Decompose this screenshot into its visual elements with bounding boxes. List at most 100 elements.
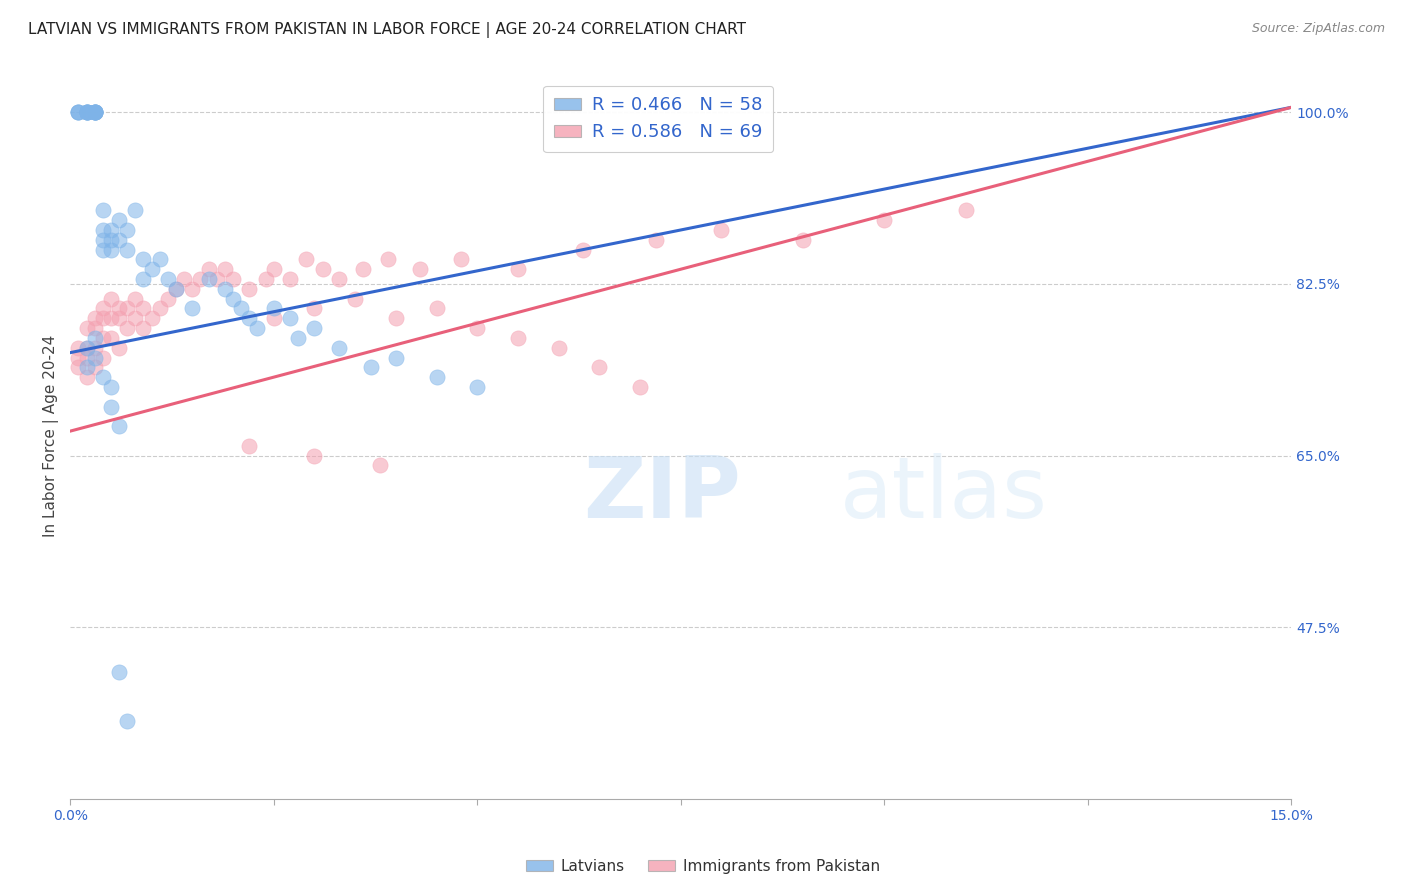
Point: [108, 301, 131, 316]
Point: [91, 223, 114, 237]
Point: [115, 301, 138, 316]
Point: [328, 272, 350, 286]
Point: [792, 233, 814, 247]
Point: [360, 360, 382, 375]
Point: [67, 105, 90, 120]
Point: [115, 714, 138, 728]
Text: Source: ZipAtlas.com: Source: ZipAtlas.com: [1251, 22, 1385, 36]
Point: [368, 458, 391, 473]
Point: [100, 400, 122, 414]
Point: [311, 262, 333, 277]
Legend: Latvians, Immigrants from Pakistan: Latvians, Immigrants from Pakistan: [520, 853, 886, 880]
Y-axis label: In Labor Force | Age 20-24: In Labor Force | Age 20-24: [44, 334, 59, 537]
Point: [124, 311, 146, 326]
Point: [385, 351, 408, 365]
Point: [425, 301, 447, 316]
Point: [67, 105, 90, 120]
Point: [450, 252, 472, 267]
Point: [132, 321, 155, 335]
Point: [149, 301, 172, 316]
Point: [628, 380, 651, 394]
Point: [181, 282, 204, 296]
Point: [91, 243, 114, 257]
Point: [156, 292, 179, 306]
Point: [115, 321, 138, 335]
Point: [197, 272, 219, 286]
Point: [76, 370, 98, 384]
Point: [108, 665, 131, 679]
Point: [100, 233, 122, 247]
Point: [214, 262, 236, 277]
Point: [83, 105, 105, 120]
Point: [197, 262, 219, 277]
Point: [377, 252, 399, 267]
Point: [238, 439, 260, 453]
Point: [76, 351, 98, 365]
Point: [108, 213, 131, 227]
Point: [156, 272, 179, 286]
Point: [263, 262, 285, 277]
Point: [165, 282, 187, 296]
Point: [238, 282, 260, 296]
Point: [100, 311, 122, 326]
Point: [425, 370, 447, 384]
Point: [67, 105, 90, 120]
Point: [173, 272, 195, 286]
Point: [465, 380, 488, 394]
Point: [115, 243, 138, 257]
Point: [108, 233, 131, 247]
Point: [83, 360, 105, 375]
Point: [76, 105, 98, 120]
Point: [76, 105, 98, 120]
Point: [465, 321, 488, 335]
Point: [588, 360, 610, 375]
Point: [238, 311, 260, 326]
Point: [246, 321, 269, 335]
Point: [304, 449, 326, 463]
Point: [304, 301, 326, 316]
Point: [83, 105, 105, 120]
Point: [278, 311, 301, 326]
Point: [83, 311, 105, 326]
Point: [287, 331, 309, 345]
Point: [91, 351, 114, 365]
Point: [91, 370, 114, 384]
Legend: R = 0.466   N = 58, R = 0.586   N = 69: R = 0.466 N = 58, R = 0.586 N = 69: [543, 86, 773, 153]
Point: [67, 360, 90, 375]
Point: [83, 331, 105, 345]
Point: [141, 311, 163, 326]
Text: atlas: atlas: [839, 452, 1047, 535]
Point: [214, 282, 236, 296]
Point: [108, 419, 131, 434]
Point: [83, 351, 105, 365]
Point: [205, 272, 228, 286]
Point: [149, 252, 172, 267]
Point: [76, 360, 98, 375]
Point: [955, 203, 977, 218]
Point: [76, 105, 98, 120]
Point: [352, 262, 374, 277]
Point: [710, 223, 733, 237]
Point: [100, 331, 122, 345]
Point: [181, 301, 204, 316]
Point: [83, 105, 105, 120]
Point: [295, 252, 318, 267]
Point: [222, 272, 245, 286]
Point: [328, 341, 350, 355]
Point: [231, 301, 253, 316]
Point: [83, 105, 105, 120]
Point: [91, 203, 114, 218]
Point: [304, 321, 326, 335]
Point: [190, 272, 212, 286]
Point: [572, 243, 595, 257]
Point: [91, 301, 114, 316]
Point: [263, 311, 285, 326]
Point: [76, 321, 98, 335]
Point: [83, 105, 105, 120]
Point: [278, 272, 301, 286]
Point: [254, 272, 277, 286]
Point: [83, 321, 105, 335]
Point: [132, 272, 155, 286]
Point: [108, 341, 131, 355]
Point: [108, 311, 131, 326]
